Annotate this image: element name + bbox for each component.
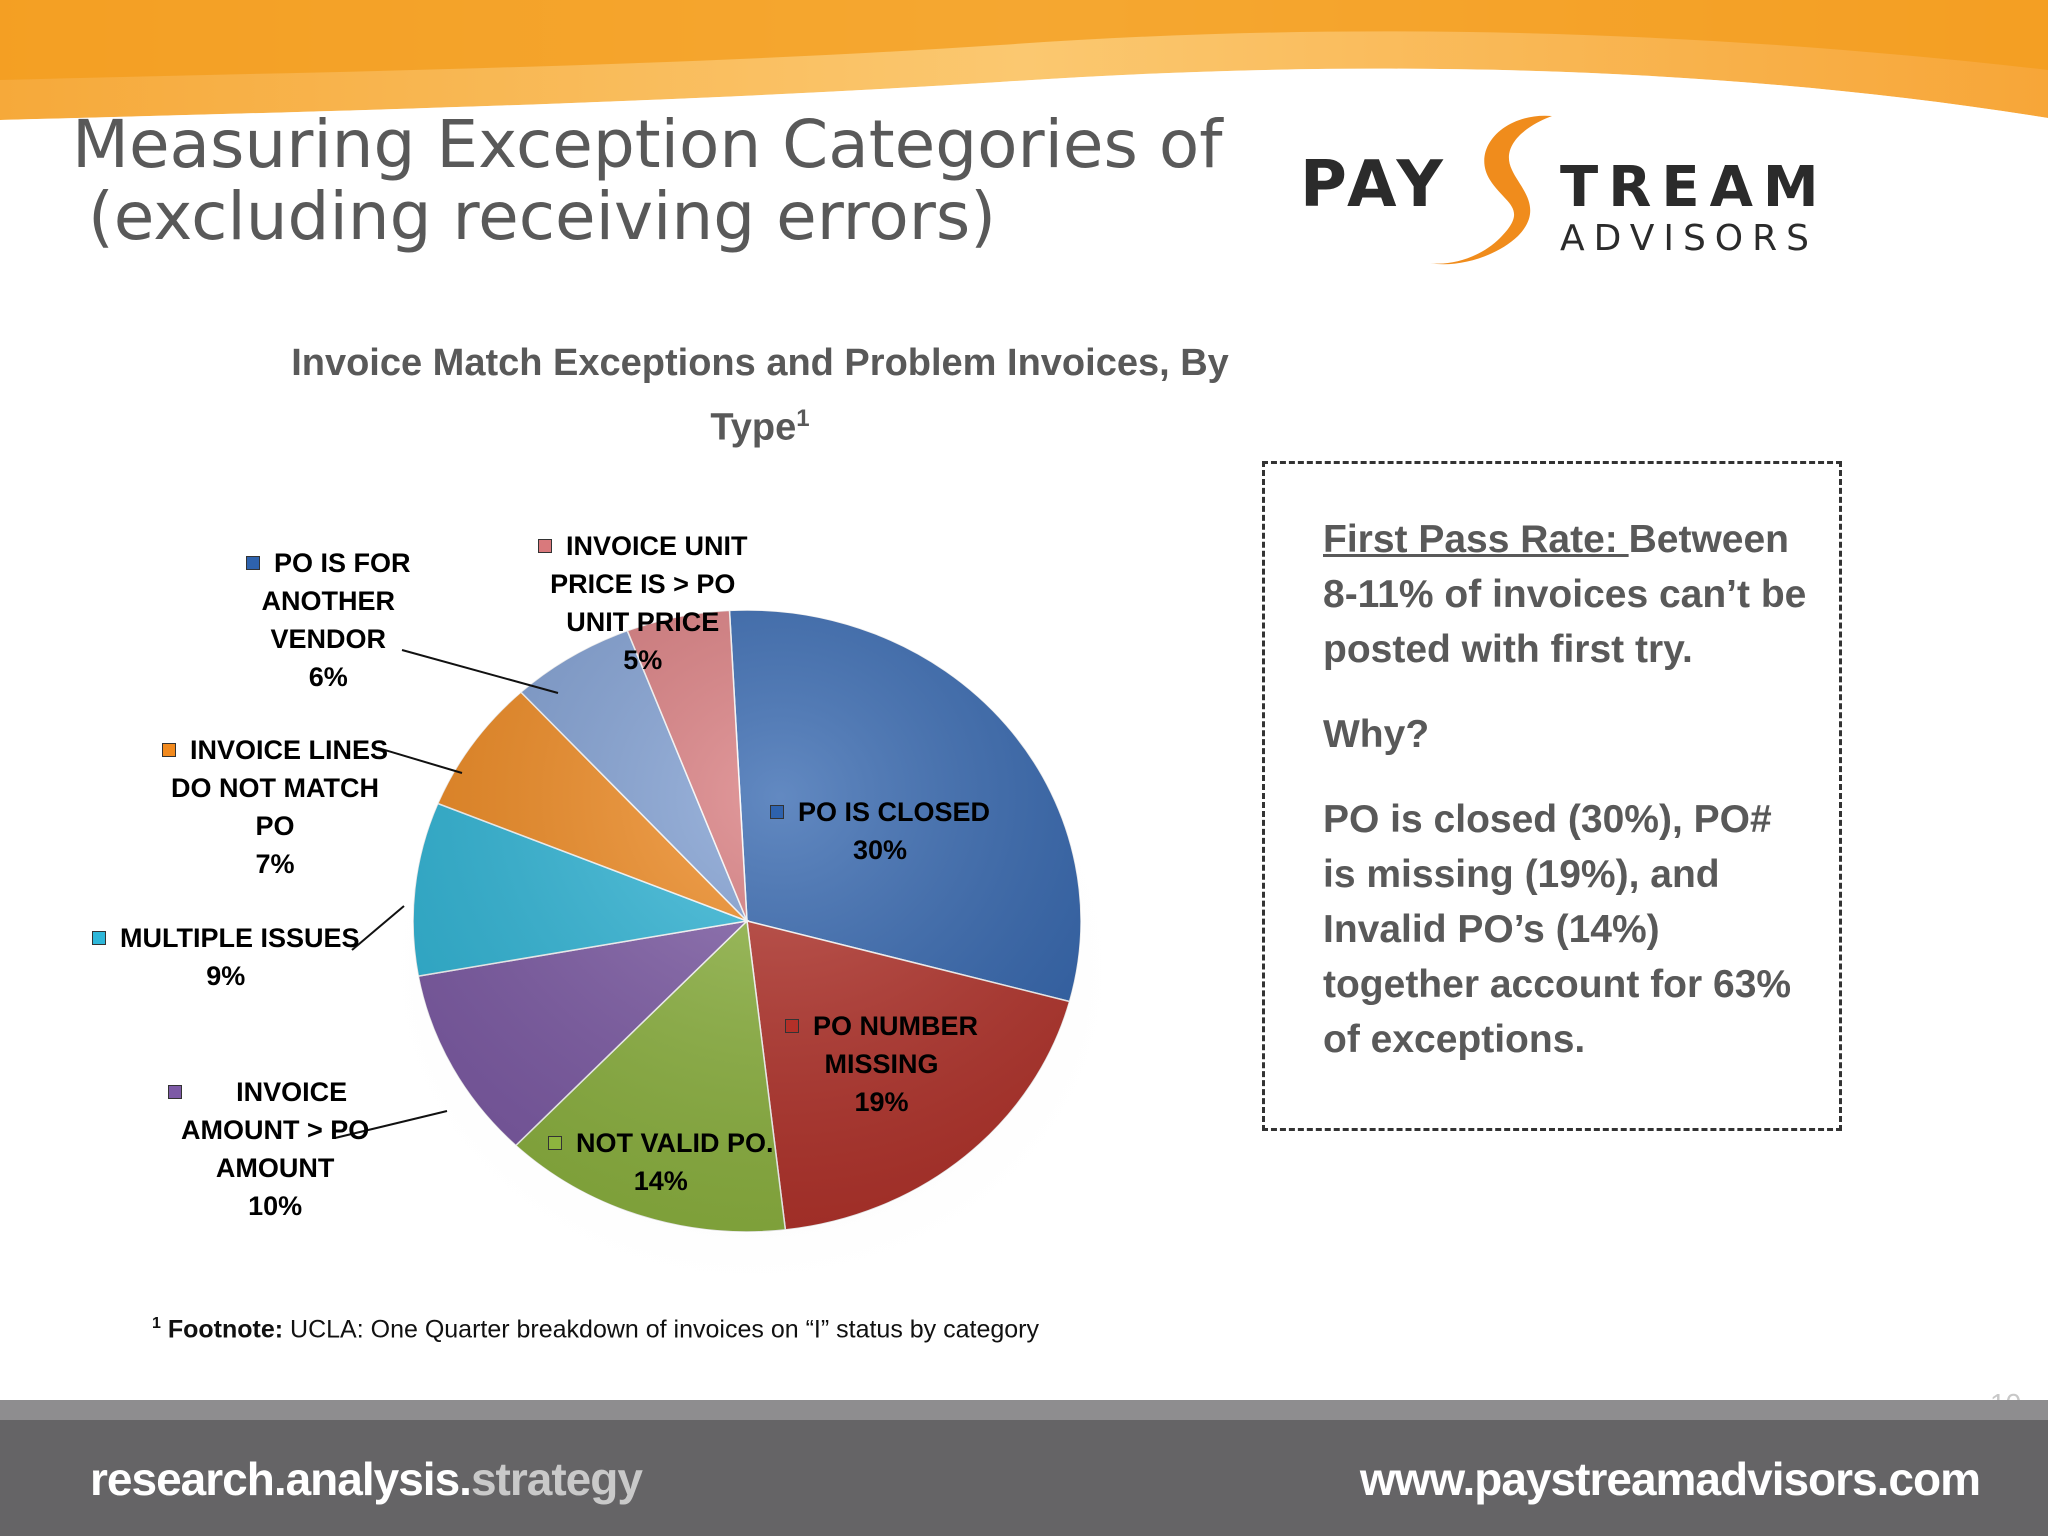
paystream-advisors-logo: PAY TREAM ADVISORS <box>1300 115 1829 265</box>
legend-swatch <box>548 1136 562 1150</box>
logo-subword: ADVISORS <box>1560 218 1818 259</box>
chart-title-superscript: 1 <box>796 405 810 432</box>
slice-label-value: 10% <box>248 1191 303 1221</box>
legend-swatch <box>92 931 106 945</box>
logo-word-right: TREAM <box>1560 155 1829 220</box>
leader-line <box>377 747 463 774</box>
slice-label-invoice-lines: INVOICE LINES DO NOT MATCH PO 7% <box>162 731 388 883</box>
footer-strip <box>0 1400 2048 1420</box>
slice-label-another-vendor: PO IS FOR ANOTHER VENDOR 6% <box>246 544 411 696</box>
slice-label-text: PO NUMBER <box>813 1011 979 1041</box>
legend-swatch <box>785 1019 799 1033</box>
footer-tagline-main: research.analysis. <box>90 1453 472 1505</box>
slice-label-value: 14% <box>633 1166 688 1196</box>
header-banner <box>0 0 2048 130</box>
logo-word-left: PAY <box>1300 148 1449 222</box>
footer-tagline: research.analysis.strategy <box>90 1452 643 1506</box>
slice-label-po-number-missing: PO NUMBER MISSING 19% <box>785 1007 978 1121</box>
slice-label-value: 9% <box>206 961 246 991</box>
legend-swatch <box>168 1085 183 1099</box>
callout-heading: First Pass Rate: <box>1323 518 1629 561</box>
footnote-mark: 1 <box>152 1315 161 1332</box>
slice-label-value: 5% <box>623 645 663 675</box>
footnote-text: UCLA: One Quarter breakdown of invoices … <box>283 1315 1040 1344</box>
slice-label-text: MULTIPLE ISSUES <box>120 923 360 953</box>
slice-label-value: 6% <box>308 662 348 692</box>
chart-title: Invoice Match Exceptions and Problem Inv… <box>250 335 1270 456</box>
slice-label-value: 19% <box>854 1087 909 1117</box>
first-pass-rate-callout: First Pass Rate: Between 8-11% of invoic… <box>1262 461 1842 1131</box>
slice-label-invoice-amount: INVOICE AMOUNT > PO AMOUNT 10% <box>146 1073 369 1225</box>
slide-title: Measuring Exception Categories of (exclu… <box>72 112 1272 250</box>
footer-bar: research.analysis.strategy www.paystream… <box>0 1400 2048 1536</box>
slice-label-text: NOT VALID PO. <box>576 1128 774 1158</box>
leader-line <box>401 649 559 694</box>
footer-url[interactable]: www.paystreamadvisors.com <box>1359 1453 1981 1505</box>
slide-title-line-1: Measuring Exception Categories of <box>72 106 1223 183</box>
footnote-label: Footnote: <box>167 1315 284 1344</box>
legend-swatch <box>538 539 552 553</box>
callout-why: Why? <box>1323 713 1430 756</box>
callout-text-1: Between 8-11% of invoices can’t be poste… <box>1323 518 1807 671</box>
slice-label-value: 7% <box>255 849 295 879</box>
callout-text-2: PO is closed (30%), PO# is missing (19%)… <box>1323 798 1792 1061</box>
logo-s-swoosh <box>1430 115 1552 265</box>
footnote: 1 Footnote: UCLA: One Quarter breakdown … <box>152 1315 1039 1344</box>
legend-swatch <box>770 805 784 819</box>
slice-label-value: 30% <box>853 835 908 865</box>
slide-title-line-2: (excluding receiving errors) <box>88 178 997 255</box>
chart-title-text: Invoice Match Exceptions and Problem Inv… <box>291 342 1229 449</box>
legend-swatch <box>162 743 176 757</box>
legend-swatch <box>246 556 260 570</box>
slice-label-unit-price: INVOICE UNIT PRICE IS > PO UNIT PRICE 5% <box>538 527 748 679</box>
slice-label-not-valid-po: NOT VALID PO. 14% <box>548 1124 774 1200</box>
slice-label-po-is-closed: PO IS CLOSED 30% <box>770 793 990 869</box>
leader-line <box>334 1110 448 1139</box>
slice-label-multiple-issues: MULTIPLE ISSUES 9% <box>92 919 360 995</box>
leader-line <box>351 905 405 951</box>
footer-tagline-accent: strategy <box>470 1453 643 1505</box>
slice-label-text: PO IS CLOSED <box>798 797 991 827</box>
pie-shine <box>413 610 1081 1232</box>
